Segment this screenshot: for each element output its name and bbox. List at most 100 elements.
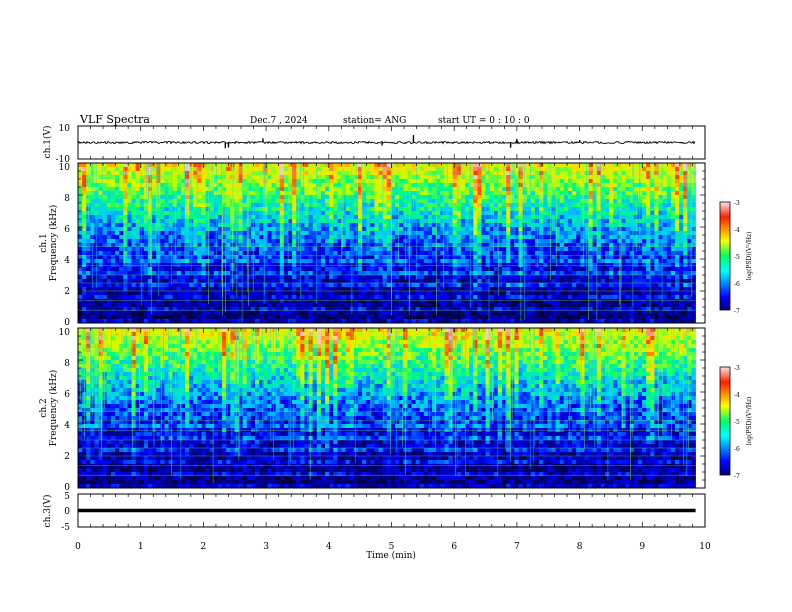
- spectrogram-cell: [357, 223, 363, 228]
- spectrogram-cell: [559, 211, 565, 216]
- ch1-waveform-trace: [77, 135, 696, 149]
- spectrogram-cell: [337, 295, 342, 300]
- spectrogram-cell: [185, 299, 190, 304]
- spectrogram-cell: [238, 235, 243, 240]
- spectrogram-cell: [567, 231, 573, 236]
- spectrogram-cell: [580, 223, 585, 228]
- spectrogram-cell: [110, 175, 116, 180]
- spectrogram-cell: [469, 179, 474, 184]
- spectrogram-cell: [444, 291, 449, 296]
- spectrogram-cell: [337, 187, 342, 192]
- spectrogram-cell: [78, 223, 83, 228]
- spectrogram-cell: [436, 223, 441, 228]
- spectrogram-cell: [86, 279, 91, 284]
- spectrogram-cell: [427, 187, 433, 192]
- spectrogram-cell: [502, 295, 507, 300]
- spectrogram-cell: [390, 235, 396, 240]
- spectrogram-cell: [576, 307, 581, 312]
- spectrogram-cell: [452, 163, 458, 168]
- spectrogram-cell: [423, 195, 429, 200]
- spectrogram-cell: [283, 311, 289, 316]
- spectrogram-cell: [399, 279, 404, 284]
- spectrogram-cell: [329, 319, 334, 324]
- spectrogram-cell: [448, 227, 453, 232]
- spectrogram-cell: [180, 319, 186, 324]
- spectrogram-cell: [222, 291, 227, 296]
- spectrogram-cell: [374, 187, 379, 192]
- spectrogram-cell: [193, 211, 198, 216]
- spectrogram-cell: [555, 255, 561, 260]
- spectrogram-cell: [423, 303, 429, 308]
- spectrogram-cell: [341, 279, 346, 284]
- spectrogram-cell: [234, 307, 239, 312]
- spectrogram-cell: [423, 319, 429, 324]
- spectrogram-cell: [460, 267, 466, 272]
- spectrogram-cell: [255, 235, 260, 240]
- spectrogram-cell: [530, 195, 536, 200]
- spectrogram-cell: [168, 291, 173, 296]
- spectrogram-cell: [156, 307, 161, 312]
- spectrogram-cell: [362, 247, 367, 252]
- spectrogram-cell: [213, 271, 219, 276]
- spectrogram-cell: [168, 167, 173, 172]
- spectrogram-cell: [440, 167, 445, 172]
- spectrogram-cell: [180, 315, 186, 320]
- spectrogram-cell: [514, 207, 519, 212]
- spectrogram-cell: [316, 291, 322, 296]
- spectrogram-cell: [119, 295, 124, 300]
- spectrogram-cell: [489, 199, 495, 204]
- spectrogram-cell: [357, 239, 363, 244]
- spectrogram-cell: [576, 315, 581, 320]
- spectrogram-cell: [271, 291, 276, 296]
- spectrogram-cell: [259, 279, 264, 284]
- spectrogram-cell: [333, 255, 338, 260]
- spectrogram-cell: [304, 207, 309, 212]
- spectrogram-cell: [423, 203, 429, 208]
- spectrogram-cell: [213, 307, 219, 312]
- spectrogram-cell: [135, 207, 141, 212]
- spectrogram-cell: [456, 307, 462, 312]
- spectrogram-cell: [267, 195, 272, 200]
- spectrogram-cell: [143, 271, 149, 276]
- spectrogram-cell: [559, 295, 565, 300]
- spectrogram-cell: [386, 163, 392, 168]
- spectrogram-cell: [123, 163, 128, 168]
- spectrogram-cell: [325, 295, 330, 300]
- spectrogram-cell: [473, 255, 478, 260]
- spectrogram-cell: [576, 207, 581, 212]
- spectrogram-cell: [506, 251, 511, 256]
- spectrogram-cell: [485, 267, 491, 272]
- spectrogram-cell: [279, 187, 285, 192]
- spectrogram-cell: [489, 183, 495, 188]
- spectrogram-cell: [559, 311, 565, 316]
- spectrogram-cell: [242, 235, 248, 240]
- spectrogram-cell: [329, 215, 334, 220]
- spectrogram-cell: [337, 167, 342, 172]
- spectrogram-cell: [535, 299, 540, 304]
- spectrogram-cell: [539, 219, 544, 224]
- spectrogram-cell: [115, 251, 120, 256]
- spectrogram-cell: [378, 287, 383, 292]
- spectrogram-cell: [423, 287, 429, 292]
- spectrogram-cell: [415, 311, 421, 316]
- spectrogram-cell: [395, 187, 400, 192]
- spectrogram-cell: [456, 223, 462, 228]
- spectrogram-cell: [189, 287, 194, 292]
- spectrogram-cell: [222, 251, 227, 256]
- spectrogram-cell: [271, 311, 276, 316]
- spectrogram-cell: [127, 255, 132, 260]
- spectrogram-cell: [477, 203, 482, 208]
- spectrogram-cell: [341, 267, 346, 272]
- spectrogram-cell: [440, 255, 445, 260]
- spectrogram-cell: [526, 315, 532, 320]
- spectrogram-cell: [226, 191, 231, 196]
- spectrogram-cell: [308, 279, 313, 284]
- spectrogram-cell: [547, 247, 552, 252]
- spectrogram-cell: [510, 247, 515, 252]
- spectrogram-cell: [250, 319, 256, 324]
- spectrogram-cell: [217, 271, 223, 276]
- spectrogram-cell: [242, 275, 248, 280]
- spectrogram-cell: [514, 255, 519, 260]
- spectrogram-cell: [110, 191, 116, 196]
- spectrogram-cell: [98, 187, 104, 192]
